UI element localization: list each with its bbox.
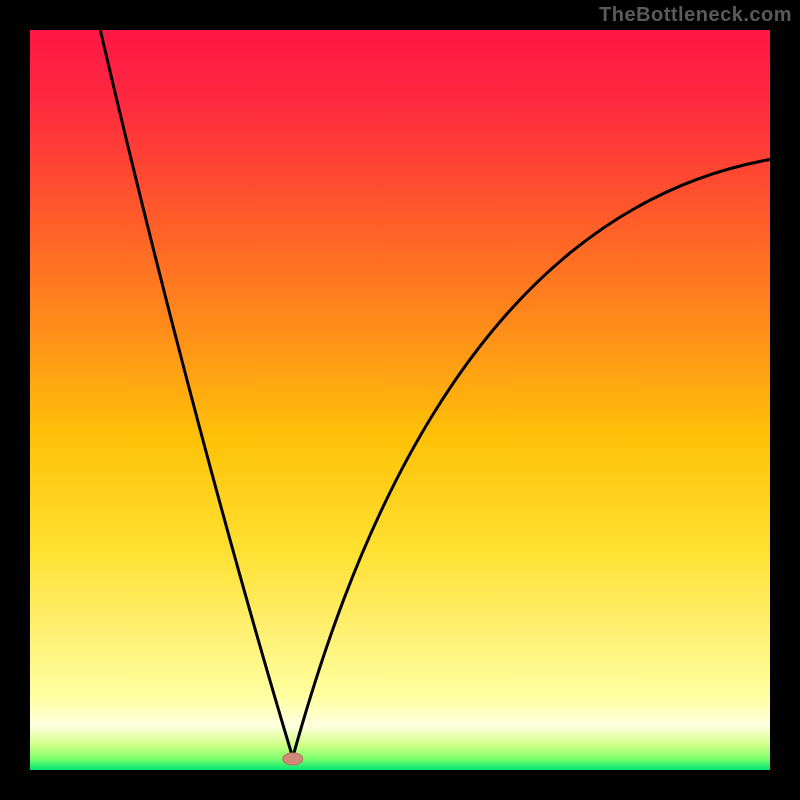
border-bottom: [0, 770, 800, 800]
gradient-background: [30, 30, 770, 770]
chart-container: TheBottleneck.com: [0, 0, 800, 800]
watermark-text: TheBottleneck.com: [599, 4, 792, 27]
curve-svg: [30, 30, 770, 770]
plot-area: [30, 30, 770, 770]
vertex-marker: [283, 753, 303, 765]
border-left: [0, 0, 30, 800]
border-right: [770, 0, 800, 800]
